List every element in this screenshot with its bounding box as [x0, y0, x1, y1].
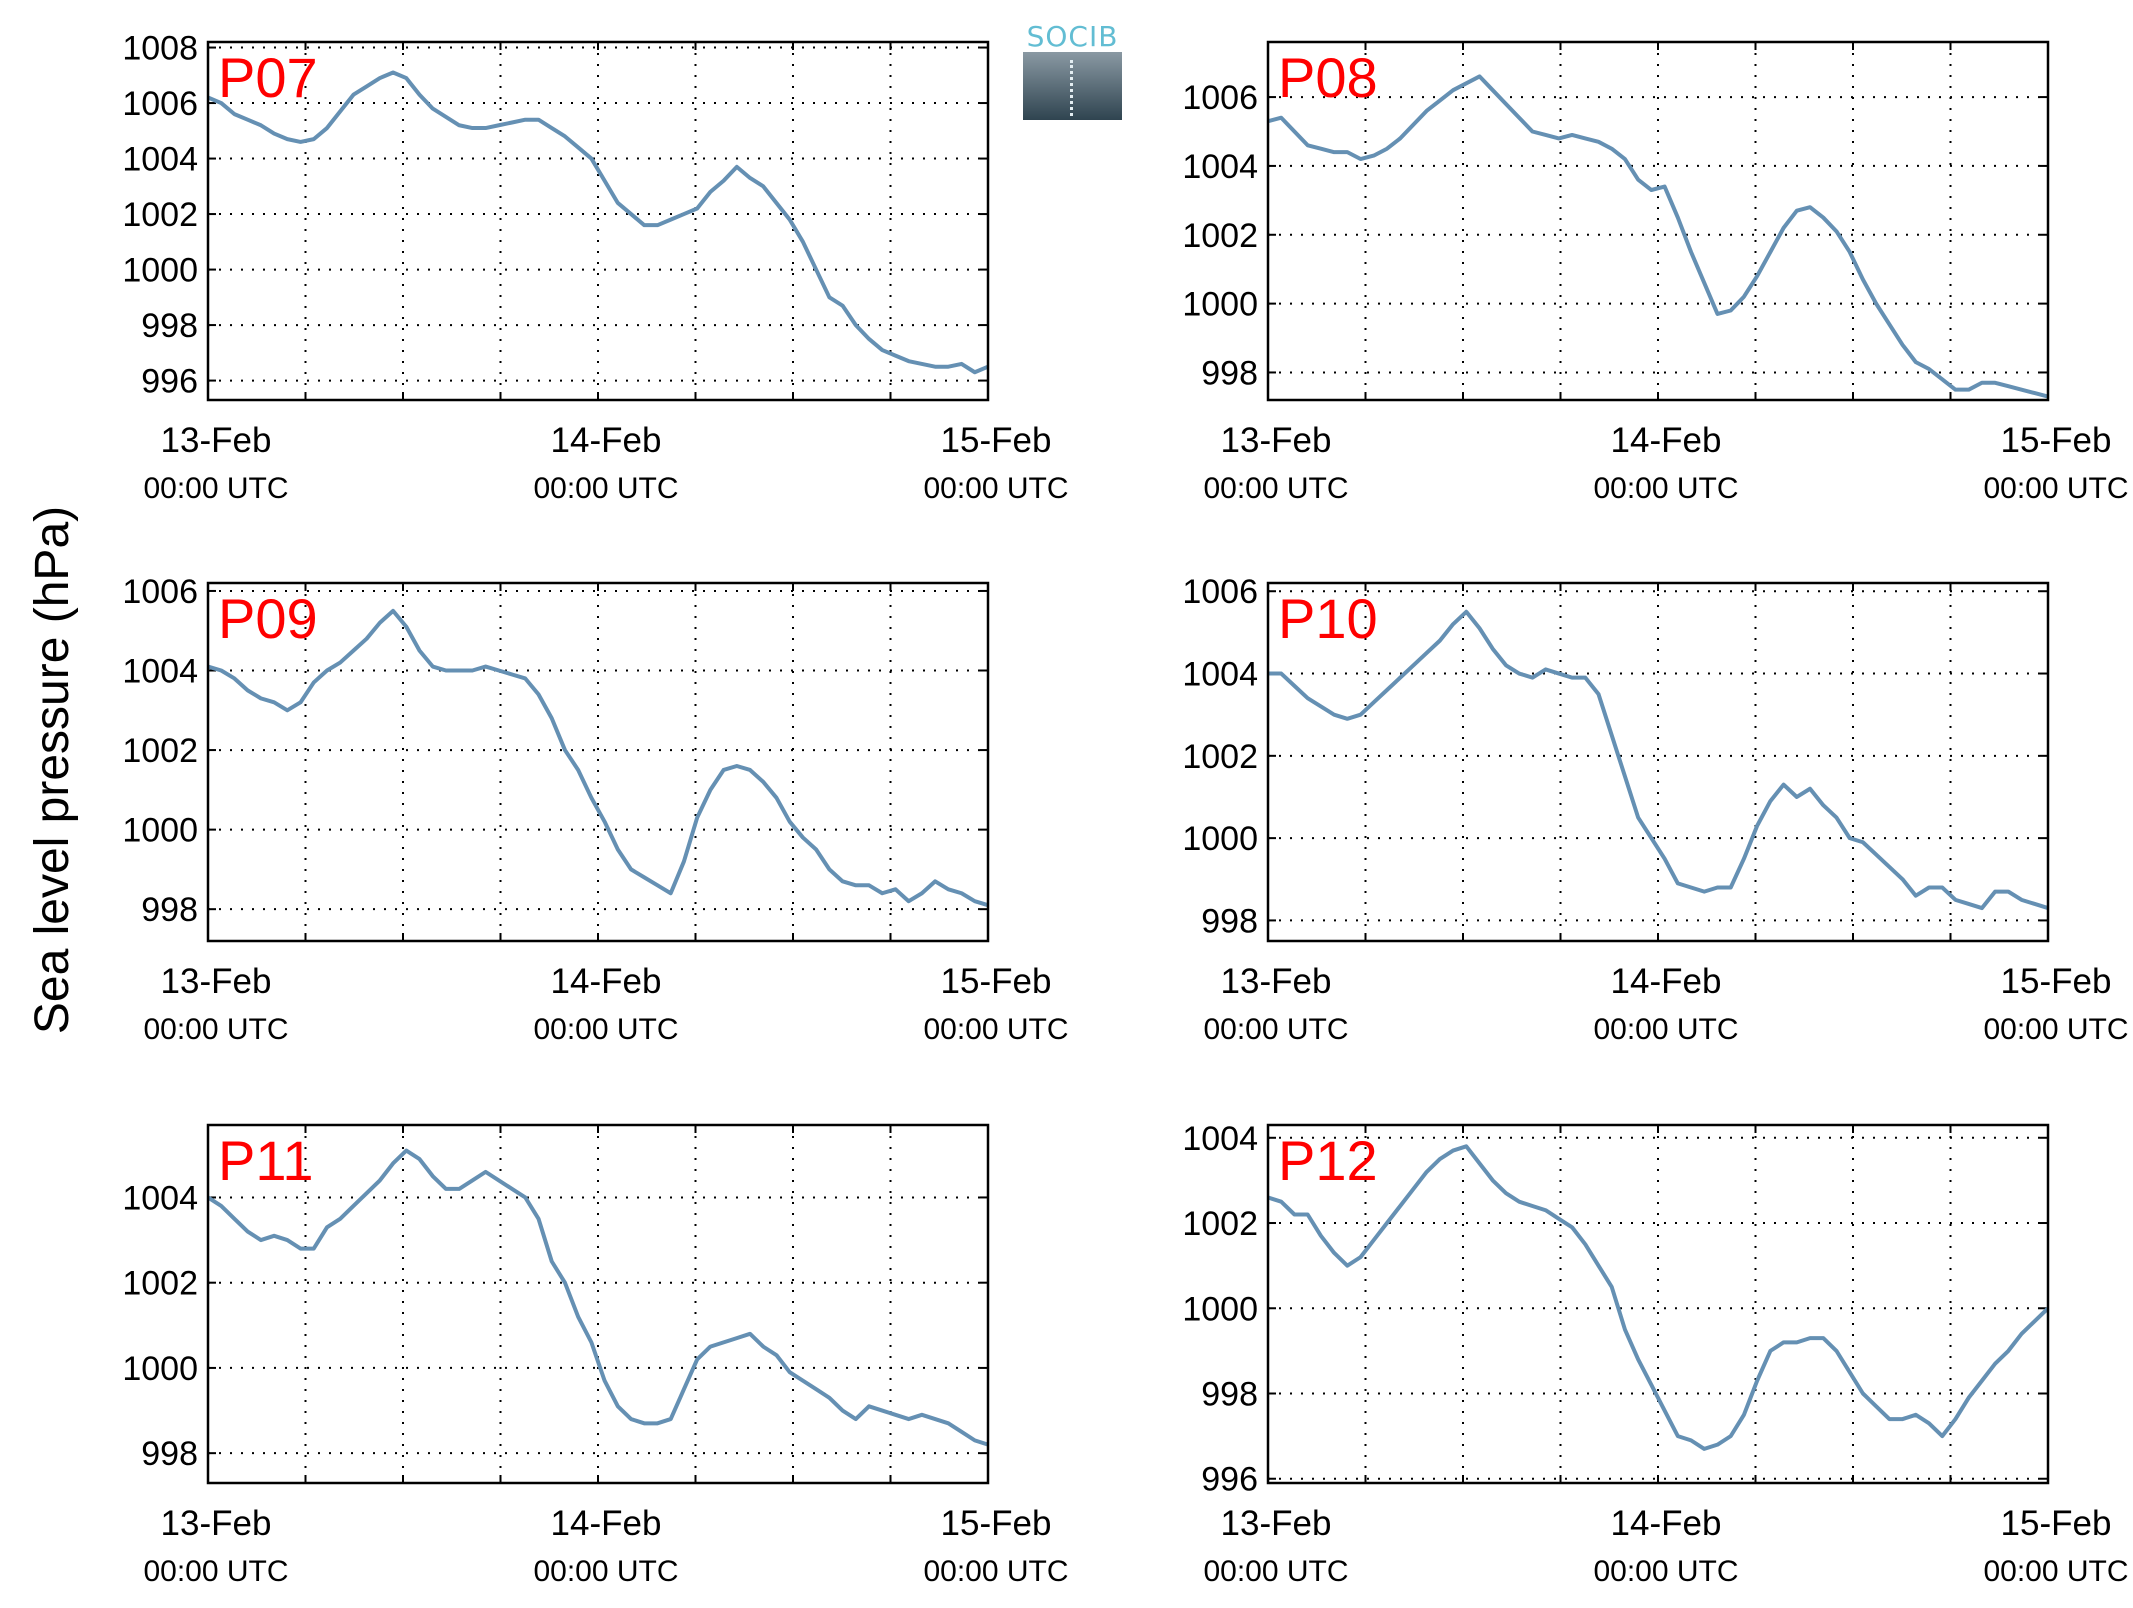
- x-tick-date-label: 14-Feb: [551, 962, 662, 1001]
- y-tick-label: 1004: [122, 141, 198, 179]
- x-tick-time-label: 00:00 UTC: [923, 1555, 1068, 1588]
- y-tick-label: 998: [141, 307, 198, 345]
- y-tick-label: 1006: [122, 573, 198, 611]
- y-tick-label: 1004: [1182, 656, 1258, 694]
- x-tick-date-label: 14-Feb: [551, 1504, 662, 1543]
- y-tick-label: 1006: [122, 85, 198, 123]
- logo-text: SOCIB: [1026, 20, 1119, 53]
- x-tick-date-label: 13-Feb: [161, 1504, 272, 1543]
- x-tick-time-label: 00:00 UTC: [1203, 1013, 1348, 1046]
- station-label: P08: [1278, 46, 1378, 109]
- y-tick-label: 1000: [122, 1350, 198, 1388]
- chart-panel-p12: 996 998 1000 1002 1004 P12 13-Feb 00:00 UTC 14-F…: [1182, 1120, 2128, 1588]
- y-tick-label: 1008: [122, 30, 198, 68]
- y-tick-label: 1000: [1182, 286, 1258, 324]
- x-tick-date-label: 14-Feb: [1611, 1504, 1722, 1543]
- chart-panel-p07: 996 998 1000 1002 1004 1006 1008 P07 13-Feb 00:00…: [122, 30, 1068, 505]
- y-tick-label: 1002: [122, 732, 198, 770]
- station-label: P10: [1278, 587, 1378, 650]
- x-tick-time-label: 00:00 UTC: [533, 1555, 678, 1588]
- plot-frame: [1266, 40, 2050, 402]
- x-tick-date-label: 14-Feb: [551, 421, 662, 460]
- y-tick-label: 1006: [1182, 573, 1258, 611]
- y-tick-label: 1004: [122, 1179, 198, 1217]
- plot-frame: [206, 581, 990, 943]
- x-tick-time-label: 00:00 UTC: [1203, 1555, 1348, 1588]
- x-tick-date-label: 15-Feb: [941, 421, 1052, 460]
- x-tick-date-label: 13-Feb: [1221, 962, 1332, 1001]
- x-tick-time-label: 00:00 UTC: [1983, 1013, 2128, 1046]
- chart-panel-p09: 998 1000 1002 1004 1006 P09 13-Feb 00:00 UTC 14-…: [122, 573, 1068, 1046]
- x-tick-date-label: 15-Feb: [941, 962, 1052, 1001]
- x-tick-time-label: 00:00 UTC: [1983, 1555, 2128, 1588]
- y-tick-label: 998: [141, 891, 198, 929]
- y-tick-label: 996: [141, 363, 198, 401]
- station-label: P11: [218, 1129, 313, 1192]
- x-tick-date-label: 15-Feb: [2001, 421, 2112, 460]
- x-tick-date-label: 14-Feb: [1611, 962, 1722, 1001]
- series-line-p10: [1268, 609, 2049, 911]
- chart-panel-p11: 998 1000 1002 1004 P11 13-Feb 00:00 UTC 14-Feb 0…: [122, 1123, 1069, 1588]
- y-tick-label: 1004: [1182, 148, 1258, 186]
- x-tick-time-label: 00:00 UTC: [923, 472, 1068, 505]
- y-tick-label: 1000: [1182, 1290, 1258, 1328]
- y-tick-label: 1000: [1182, 820, 1258, 858]
- x-tick-time-label: 00:00 UTC: [143, 1555, 288, 1588]
- x-tick-date-label: 15-Feb: [2001, 1504, 2112, 1543]
- y-tick-label: 998: [1201, 902, 1258, 940]
- y-tick-label: 1002: [1182, 1205, 1258, 1243]
- x-tick-date-label: 15-Feb: [2001, 962, 2112, 1001]
- station-label: P12: [1278, 1129, 1378, 1192]
- series-line-p11: [206, 1148, 989, 1447]
- x-tick-date-label: 14-Feb: [1611, 421, 1722, 460]
- plot-frame: [1266, 581, 2050, 943]
- y-tick-label: 998: [141, 1435, 198, 1473]
- y-tick-label: 1002: [1182, 738, 1258, 776]
- x-tick-time-label: 00:00 UTC: [533, 1013, 678, 1046]
- plot-frame: [1266, 1123, 2050, 1485]
- series-line-p09: [207, 608, 989, 908]
- x-tick-date-label: 13-Feb: [161, 421, 272, 460]
- y-tick-label: 1004: [1182, 1120, 1258, 1158]
- plot-frame: [206, 1123, 990, 1485]
- x-tick-time-label: 00:00 UTC: [1203, 472, 1348, 505]
- series-line-p07: [207, 70, 989, 375]
- x-tick-time-label: 00:00 UTC: [533, 472, 678, 505]
- x-tick-time-label: 00:00 UTC: [1593, 1013, 1738, 1046]
- y-tick-label: 1006: [1182, 79, 1258, 117]
- y-tick-label: 998: [1201, 1376, 1258, 1414]
- x-tick-time-label: 00:00 UTC: [1593, 472, 1738, 505]
- socib-logo: SOCIB: [1023, 20, 1122, 120]
- y-tick-label: 1002: [122, 1265, 198, 1303]
- y-tick-label: 1002: [122, 196, 198, 234]
- series-line-p08: [1267, 74, 2049, 399]
- chart-panel-p10: 998 1000 1002 1004 1006 P10 13-Feb 00:00 UTC 14-…: [1182, 573, 2128, 1046]
- station-label: P07: [218, 46, 318, 109]
- y-tick-label: 1000: [122, 252, 198, 290]
- y-tick-label: 998: [1201, 354, 1258, 392]
- y-axis-label: Sea level pressure (hPa): [26, 506, 79, 1034]
- x-tick-time-label: 00:00 UTC: [143, 472, 288, 505]
- x-tick-date-label: 13-Feb: [161, 962, 272, 1001]
- chart-panel-p08: 998 1000 1002 1004 1006 P08 13-Feb 00:00 UTC 14-…: [1182, 40, 2129, 505]
- x-tick-time-label: 00:00 UTC: [143, 1013, 288, 1046]
- x-tick-date-label: 15-Feb: [941, 1504, 1052, 1543]
- y-tick-label: 1004: [122, 653, 198, 691]
- y-tick-label: 996: [1201, 1461, 1258, 1499]
- x-tick-time-label: 00:00 UTC: [923, 1013, 1068, 1046]
- station-label: P09: [218, 587, 318, 650]
- x-tick-date-label: 13-Feb: [1221, 421, 1332, 460]
- plot-frame: [206, 40, 990, 402]
- x-tick-date-label: 13-Feb: [1221, 1504, 1332, 1543]
- y-tick-label: 1002: [1182, 217, 1258, 255]
- x-tick-time-label: 00:00 UTC: [1593, 1555, 1738, 1588]
- y-tick-label: 1000: [122, 812, 198, 850]
- x-tick-time-label: 00:00 UTC: [1983, 472, 2128, 505]
- logo-dotted-line: [1070, 60, 1077, 116]
- series-line-p12: [1267, 1144, 2050, 1451]
